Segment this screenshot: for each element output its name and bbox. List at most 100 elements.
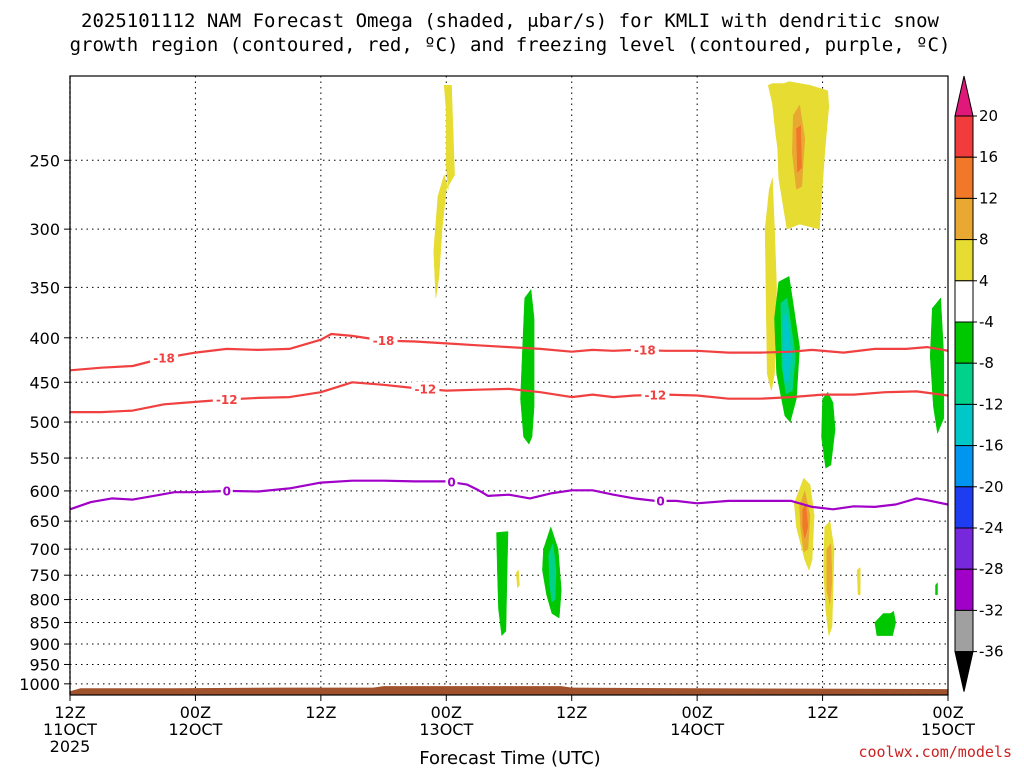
omega-region-21 [548, 543, 557, 603]
x-tick-label-12-0: 00Z [180, 703, 211, 722]
omega-region-4 [796, 125, 802, 173]
y-tick-label-700: 700 [29, 540, 60, 559]
x-tick-label-48-0: 12Z [556, 703, 587, 722]
colorbar-label-10: -24 [979, 519, 1004, 537]
contour-label-bg--12-0 [212, 392, 241, 407]
contour-label--18-0: -18 [153, 352, 175, 366]
omega-region-0 [433, 85, 455, 299]
omega-region-17 [856, 567, 861, 596]
contour-label-bg--18-2 [630, 343, 659, 358]
omega-region-10 [929, 297, 945, 434]
colorbar-bottom-arrow [954, 651, 974, 692]
y-tick-label-250: 250 [29, 151, 60, 170]
omega-region-23 [935, 582, 938, 596]
plot-frame [69, 75, 949, 696]
y-tick-label-500: 500 [29, 413, 60, 432]
colorbar-label-0: 20 [979, 107, 998, 125]
x-tick-label-36-0: 00Z [431, 703, 462, 722]
colorbar-bin-12 [954, 568, 974, 611]
colorbar-bin-10 [954, 486, 974, 529]
colorbar-label-5: -4 [979, 313, 994, 331]
colorbar-label-8: -16 [979, 437, 1004, 455]
contour--18 [70, 332, 948, 372]
contour-label--12-1: -12 [415, 382, 437, 396]
y-tick-label-350: 350 [29, 278, 60, 297]
contour-label-bg-0-1 [445, 475, 458, 490]
contour-label-bg--18-0 [150, 351, 179, 366]
colorbar-bin-8 [954, 403, 974, 447]
y-tick-label-400: 400 [29, 329, 60, 348]
y-tick-label-1000: 1000 [19, 675, 60, 694]
x-tick-label-72-0: 12Z [807, 703, 838, 722]
contour-label--18-1: -18 [373, 334, 395, 348]
y-tick-label-900: 900 [29, 635, 60, 654]
y-tick-label-550: 550 [29, 449, 60, 468]
x-tick-label-60-1: 14OCT [670, 720, 724, 739]
contour-label-bg--18-1 [369, 333, 398, 348]
omega-region-18 [516, 569, 520, 588]
colorbar: 20 16 12 8 4 -4 -8 -12 -16 -20 -24 -28 -32 -36 [954, 75, 1004, 692]
site-credit: coolwx.com/models [858, 743, 1012, 761]
colorbar-label-4: 4 [979, 272, 989, 290]
colorbar-label-1: 16 [979, 148, 998, 166]
colorbar-top-arrow [954, 75, 974, 117]
x-tick-label-60-0: 00Z [681, 703, 712, 722]
colorbar-bin-1 [954, 115, 974, 158]
chart-title-line-2: growth region (contoured, red, ºC) and f… [70, 34, 951, 56]
terrain [70, 686, 948, 695]
y-tick-label-850: 850 [29, 613, 60, 632]
colorbar-bin-7 [954, 362, 974, 405]
colorbar-label-2: 12 [979, 189, 998, 207]
plot-data-layer: -18 -18 -18 -12 -12 -12 0 0 0 [70, 81, 948, 695]
colorbar-label-7: -12 [979, 395, 1004, 413]
colorbar-bin-3 [954, 197, 974, 241]
y-tick-label-950: 950 [29, 655, 60, 674]
x-tick-label-84-0: 00Z [932, 703, 963, 722]
y-tick-label-750: 750 [29, 566, 60, 585]
x-tick-label-24-0: 12Z [305, 703, 336, 722]
contour-label-bg--12-1 [411, 381, 440, 396]
x-tick-label-0-0: 12Z [54, 703, 85, 722]
contour--12 [70, 381, 948, 414]
contour-label-0-1: 0 [447, 476, 455, 490]
y-tick-label-600: 600 [29, 482, 60, 501]
omega-region-5 [520, 289, 535, 445]
chart-title-line-1: 2025101112 NAM Forecast Omega (shaded, μ… [81, 10, 939, 32]
contour-label-bg-0-0 [220, 483, 233, 498]
x-tick-label-12-1: 12OCT [168, 720, 222, 739]
omega-region-16 [826, 543, 833, 605]
x-tick-label-0-2: 2025 [50, 737, 91, 756]
contour-label-bg-0-2 [654, 493, 667, 508]
contour-label-0-0: 0 [223, 484, 231, 498]
colorbar-label-6: -8 [979, 354, 994, 372]
contour-label-bg--12-2 [641, 387, 670, 402]
omega-region-9 [821, 391, 836, 469]
omega-region-2 [764, 177, 777, 391]
colorbar-bin-2 [954, 156, 974, 199]
omega-region-19 [496, 531, 509, 636]
colorbar-bin-6 [954, 321, 974, 364]
colorbar-bin-4 [954, 239, 974, 282]
y-tick-label-800: 800 [29, 591, 60, 610]
contour-label--12-0: -12 [216, 393, 238, 407]
x-tick-label-0-1: 11OCT [43, 720, 97, 739]
y-tick-label-450: 450 [29, 373, 60, 392]
y-tick-label-650: 650 [29, 512, 60, 531]
contour-label--18-2: -18 [634, 344, 656, 358]
x-axis-title: Forecast Time (UTC) [419, 748, 600, 768]
y-tick-label-300: 300 [29, 220, 60, 239]
colorbar-label-13: -36 [979, 643, 1004, 661]
contour-label--12-2: -12 [644, 388, 666, 402]
colorbar-label-12: -32 [979, 601, 1004, 619]
omega-region-8 [782, 313, 792, 383]
omega-region-22 [874, 610, 896, 636]
colorbar-bin-9 [954, 445, 974, 488]
x-tick-label-84-1: 15OCT [921, 720, 975, 739]
contour-0 [70, 479, 948, 511]
x-tick-label-36-1: 13OCT [419, 720, 473, 739]
colorbar-label-9: -20 [979, 478, 1004, 496]
colorbar-bin-11 [954, 527, 974, 570]
colorbar-bin-5 [954, 280, 974, 323]
plot-area: -18 -18 -18 -12 -12 -12 0 0 0 250 300 350 400 450 500 5… [19, 75, 975, 756]
